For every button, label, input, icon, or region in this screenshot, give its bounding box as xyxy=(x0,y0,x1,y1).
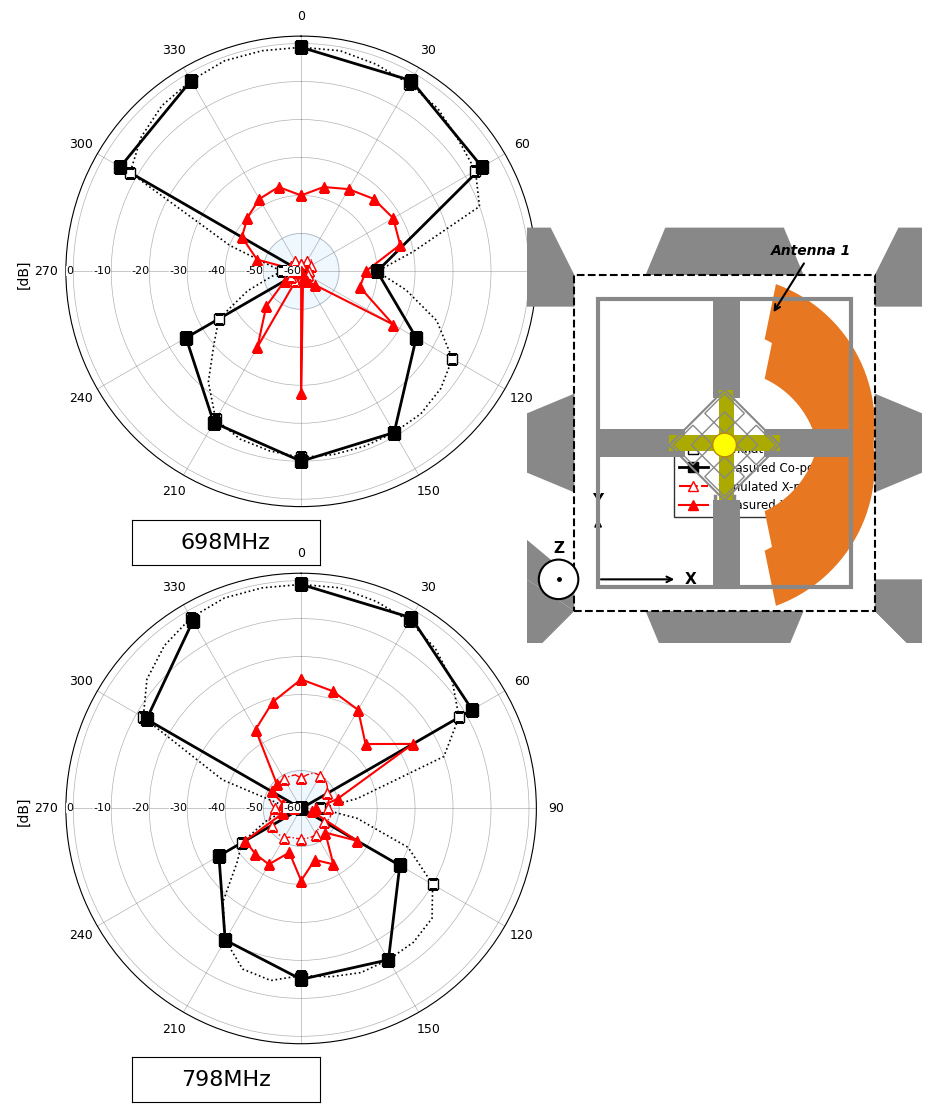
Text: -30: -30 xyxy=(169,803,187,814)
Polygon shape xyxy=(527,227,574,307)
Bar xyxy=(574,275,875,611)
Text: -60: -60 xyxy=(283,803,301,814)
Polygon shape xyxy=(875,580,922,658)
Text: -50: -50 xyxy=(246,266,263,276)
Polygon shape xyxy=(875,580,922,658)
Text: 0: 0 xyxy=(66,266,73,276)
Polygon shape xyxy=(646,611,804,658)
Text: 0: 0 xyxy=(66,803,73,814)
Polygon shape xyxy=(875,394,922,492)
Polygon shape xyxy=(765,323,875,605)
Text: Antenna 1: Antenna 1 xyxy=(772,244,852,310)
Circle shape xyxy=(712,433,737,457)
Polygon shape xyxy=(765,284,875,566)
Text: -40: -40 xyxy=(207,266,225,276)
Bar xyxy=(712,299,741,397)
Text: Y: Y xyxy=(593,493,604,508)
Text: Z: Z xyxy=(553,540,564,556)
Text: -10: -10 xyxy=(93,266,111,276)
Text: -50: -50 xyxy=(246,803,263,814)
Text: -40: -40 xyxy=(207,803,225,814)
Bar xyxy=(719,389,734,500)
Text: -60: -60 xyxy=(283,266,301,276)
Bar xyxy=(669,435,780,451)
Text: -10: -10 xyxy=(93,803,111,814)
Polygon shape xyxy=(263,771,339,846)
Bar xyxy=(712,500,741,587)
Circle shape xyxy=(539,560,579,599)
Bar xyxy=(598,430,685,457)
Polygon shape xyxy=(527,227,574,307)
Text: 698MHz: 698MHz xyxy=(181,533,271,553)
Bar xyxy=(598,299,851,587)
Text: -20: -20 xyxy=(131,803,150,814)
Polygon shape xyxy=(527,580,574,658)
Polygon shape xyxy=(875,227,922,307)
Text: [dB]: [dB] xyxy=(17,797,30,826)
Polygon shape xyxy=(646,227,804,275)
Polygon shape xyxy=(527,539,574,611)
Text: -30: -30 xyxy=(169,266,187,276)
Text: [dB]: [dB] xyxy=(17,260,30,289)
Polygon shape xyxy=(263,234,339,309)
Text: X: X xyxy=(685,572,696,586)
Bar xyxy=(764,430,851,457)
Polygon shape xyxy=(527,394,574,492)
Legend: Simulated Co-polar, Measured Co-polar, Simulated X-polar, Measured X-polar: Simulated Co-polar, Measured Co-polar, S… xyxy=(674,438,837,517)
Text: 798MHz: 798MHz xyxy=(181,1070,271,1090)
Text: -20: -20 xyxy=(131,266,150,276)
Polygon shape xyxy=(875,227,922,307)
